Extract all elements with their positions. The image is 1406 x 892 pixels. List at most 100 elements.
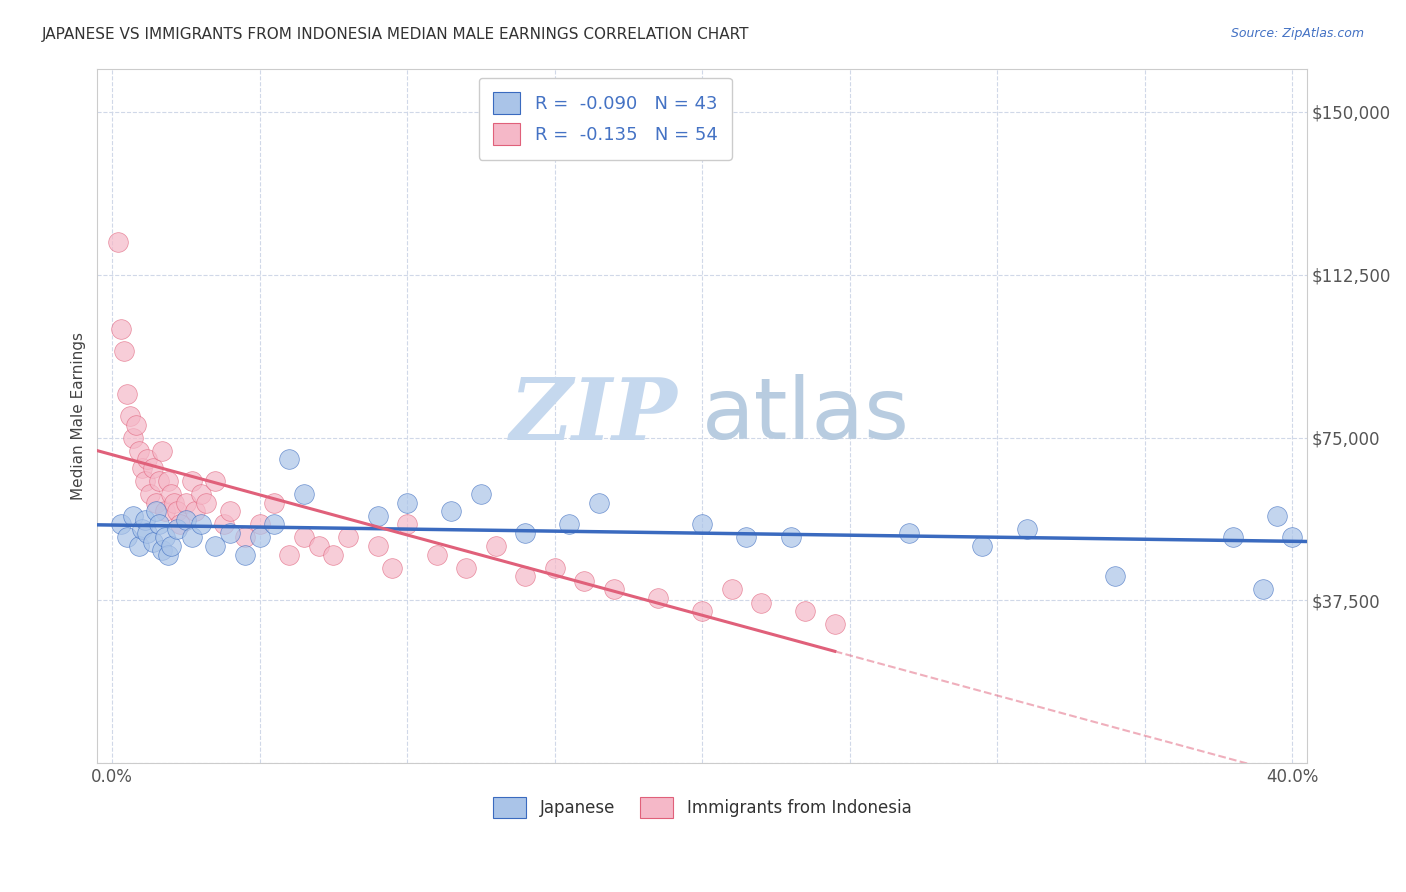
Point [690, 517, 713, 532]
Point [190, 487, 212, 501]
Point [779, 530, 801, 544]
Legend: Japanese, Immigrants from Indonesia: Japanese, Immigrants from Indonesia [486, 790, 918, 824]
Point [824, 617, 846, 632]
Point [142, 534, 165, 549]
Point [278, 452, 301, 467]
Point [174, 496, 197, 510]
Point [720, 582, 742, 597]
Point [749, 595, 772, 609]
Point [121, 431, 143, 445]
Point [263, 496, 285, 510]
Point [157, 548, 180, 562]
Point [115, 387, 138, 401]
Point [136, 526, 159, 541]
Point [1251, 582, 1274, 597]
Point [145, 496, 167, 510]
Point [204, 474, 226, 488]
Point [195, 496, 218, 510]
Point [396, 517, 419, 532]
Point [121, 508, 143, 523]
Point [180, 530, 202, 544]
Point [513, 526, 536, 541]
Point [128, 539, 150, 553]
Point [735, 530, 758, 544]
Point [150, 543, 173, 558]
Point [1265, 508, 1288, 523]
Point [166, 522, 188, 536]
Point [180, 474, 202, 488]
Point [160, 539, 183, 553]
Point [134, 513, 156, 527]
Point [118, 409, 141, 423]
Point [278, 548, 301, 562]
Point [572, 574, 595, 588]
Point [142, 461, 165, 475]
Point [233, 548, 256, 562]
Point [588, 496, 610, 510]
Point [263, 517, 285, 532]
Point [249, 517, 271, 532]
Point [160, 487, 183, 501]
Point [134, 474, 156, 488]
Point [107, 235, 129, 249]
Point [558, 517, 581, 532]
Point [396, 496, 419, 510]
Point [897, 526, 920, 541]
Point [163, 496, 186, 510]
Point [484, 539, 506, 553]
Point [115, 530, 138, 544]
Point [139, 487, 162, 501]
Point [1222, 530, 1244, 544]
Point [543, 561, 565, 575]
Point [292, 530, 315, 544]
Point [153, 504, 176, 518]
Point [174, 513, 197, 527]
Text: atlas: atlas [702, 375, 910, 458]
Point [381, 561, 404, 575]
Text: Source: ZipAtlas.com: Source: ZipAtlas.com [1230, 27, 1364, 40]
Point [440, 504, 463, 518]
Point [690, 604, 713, 618]
Point [367, 539, 389, 553]
Point [190, 517, 212, 532]
Point [1015, 522, 1038, 536]
Point [249, 530, 271, 544]
Point [110, 517, 132, 532]
Text: JAPANESE VS IMMIGRANTS FROM INDONESIA MEDIAN MALE EARNINGS CORRELATION CHART: JAPANESE VS IMMIGRANTS FROM INDONESIA ME… [42, 27, 749, 42]
Text: ZIP: ZIP [510, 374, 678, 458]
Point [322, 548, 344, 562]
Point [148, 517, 170, 532]
Point [110, 322, 132, 336]
Point [169, 517, 191, 532]
Point [233, 530, 256, 544]
Point [470, 487, 492, 501]
Point [972, 539, 994, 553]
Point [367, 508, 389, 523]
Point [794, 604, 817, 618]
Point [426, 548, 449, 562]
Point [337, 530, 360, 544]
Point [292, 487, 315, 501]
Point [1281, 530, 1303, 544]
Point [219, 504, 242, 518]
Point [602, 582, 624, 597]
Point [454, 561, 477, 575]
Y-axis label: Median Male Earnings: Median Male Earnings [72, 332, 86, 500]
Point [153, 530, 176, 544]
Point [647, 591, 669, 606]
Point [183, 504, 205, 518]
Point [1104, 569, 1126, 583]
Point [219, 526, 242, 541]
Point [308, 539, 330, 553]
Point [136, 452, 159, 467]
Point [112, 343, 135, 358]
Point [513, 569, 536, 583]
Point [131, 461, 153, 475]
Point [148, 474, 170, 488]
Point [212, 517, 235, 532]
Point [204, 539, 226, 553]
Point [128, 443, 150, 458]
Point [150, 443, 173, 458]
Point [131, 522, 153, 536]
Point [157, 474, 180, 488]
